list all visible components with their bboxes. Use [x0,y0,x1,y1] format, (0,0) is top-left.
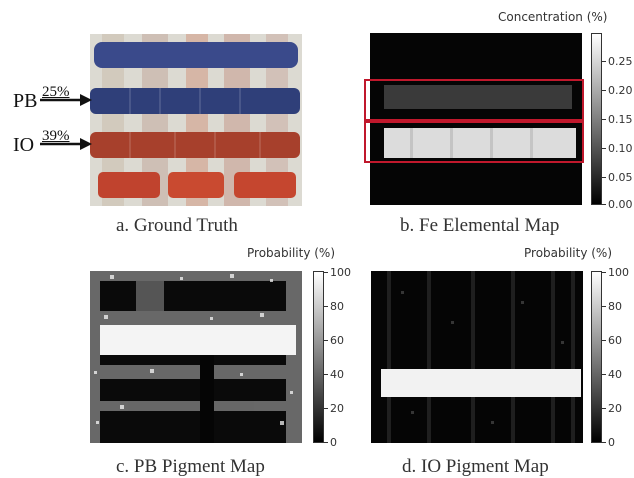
io-percent: 39% [42,128,70,144]
tick-b-4: 0.05 [608,171,633,184]
tick-b-0: 0.25 [608,55,633,68]
pb-percent: 25% [42,84,70,100]
io-arrow-icon [40,138,92,150]
tick-d-0: 100 [608,266,629,279]
tick-d-5: 0 [608,436,615,449]
caption-d: d. IO Pigment Map [402,456,549,477]
pb-arrow-icon [40,94,92,106]
caption-b: b. Fe Elemental Map [400,215,560,236]
tick-c-3: 40 [330,368,344,381]
tick-b-1: 0.20 [608,84,633,97]
caption-c: c. PB Pigment Map [116,456,265,477]
colorbar-b [591,33,602,205]
tick-c-4: 20 [330,402,344,415]
pb-label: PB [13,90,38,112]
colorbar-title-d: Probability (%) [524,246,613,260]
tick-d-4: 20 [608,402,622,415]
pb-pigment-map [90,271,302,443]
highlight-box-io [364,121,584,163]
tick-d-3: 40 [608,368,622,381]
tick-c-5: 0 [330,436,337,449]
io-pigment-map [371,271,583,443]
io-label: IO [13,134,35,156]
tick-d-1: 80 [608,300,622,313]
caption-a: a. Ground Truth [116,215,238,236]
tick-b-5: 0.00 [608,198,633,211]
colorbar-d [591,271,602,443]
tick-b-2: 0.15 [608,113,633,126]
colorbar-title-b: Concentration (%) [498,10,608,24]
ground-truth-photo [90,34,302,206]
tick-c-2: 60 [330,334,344,347]
tick-d-2: 60 [608,334,622,347]
tick-c-0: 100 [330,266,351,279]
colorbar-c [313,271,324,443]
tick-b-3: 0.10 [608,142,633,155]
tick-c-1: 80 [330,300,344,313]
colorbar-title-c: Probability (%) [247,246,336,260]
ground-truth-image [90,34,302,206]
highlight-box-pb [364,79,584,121]
